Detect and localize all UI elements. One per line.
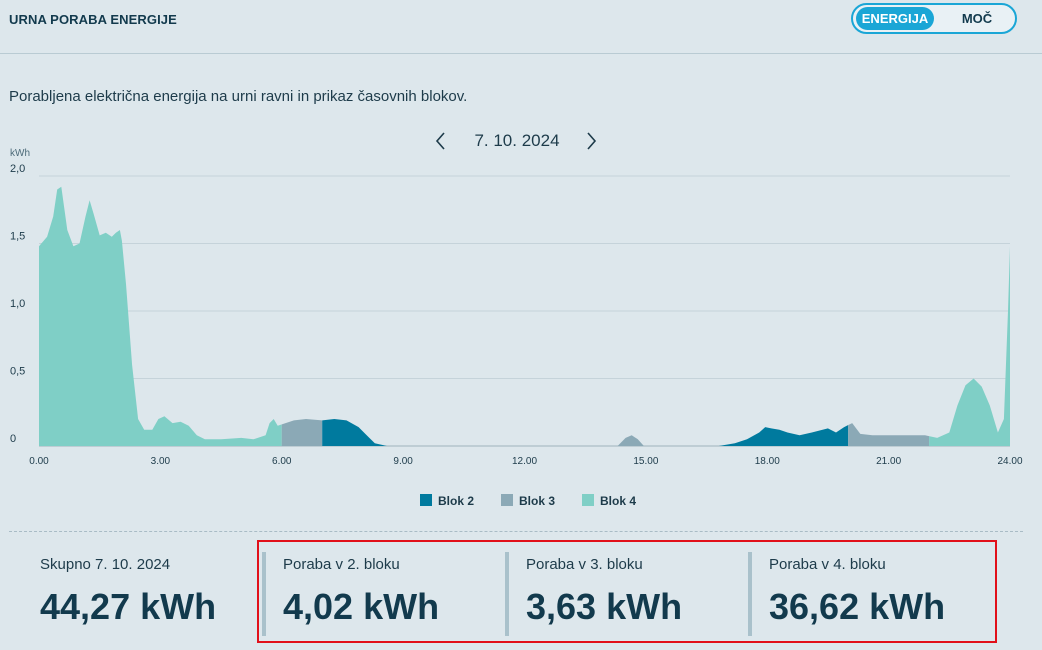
chart-areas — [39, 186, 1010, 446]
y-tick-label: 2,0 — [10, 163, 25, 175]
stat-separator — [505, 552, 509, 636]
chevron-right-icon — [587, 132, 597, 150]
date-navigator: 7. 10. 2024 — [430, 128, 605, 154]
stat-block-2-value: 4,02 kWh — [283, 586, 440, 627]
chart-grid — [39, 175, 1010, 447]
chevron-left-icon — [435, 132, 445, 150]
stat-total-label: Skupno 7. 10. 2024 — [40, 556, 171, 573]
stat-block-4-label: Poraba v 4. bloku — [769, 556, 886, 573]
x-tick-label: 3.00 — [151, 456, 171, 467]
x-tick-label: 24.00 — [997, 456, 1022, 467]
area-segment — [686, 425, 849, 446]
y-tick-label: 0,5 — [10, 366, 25, 378]
toggle-energy[interactable]: ENERGIJA — [856, 7, 934, 30]
header: URNA PORABA ENERGIJE ENERGIJA MOČ — [0, 0, 1042, 54]
page-title: URNA PORABA ENERGIJE — [9, 12, 177, 27]
y-tick-label: 1,5 — [10, 231, 25, 243]
x-tick-label: 18.00 — [755, 456, 780, 467]
y-tick-label: 0 — [10, 433, 16, 445]
y-axis: 0 0,5 1,0 1,5 2,0 — [10, 163, 25, 445]
area-segment — [39, 186, 282, 446]
stat-separator — [262, 552, 266, 636]
energy-power-toggle[interactable]: ENERGIJA MOČ — [851, 3, 1017, 34]
area-segment — [605, 435, 687, 446]
x-axis: 0.00 3.00 6.00 9.00 12.00 15.00 18.00 21.00 24.0… — [29, 456, 1023, 467]
toggle-power[interactable]: MOČ — [961, 11, 993, 26]
x-tick-label: 0.00 — [29, 456, 49, 467]
energy-chart: 0 0,5 1,0 1,5 2,0 0.00 3.00 6.00 9.00 12.00 15.00… — [10, 148, 1023, 508]
area-segment — [929, 246, 1010, 446]
x-tick-label: 9.00 — [393, 456, 413, 467]
stat-block-4-value: 36,62 kWh — [769, 586, 946, 627]
legend-label: Blok 4 — [600, 494, 636, 508]
block-stats-highlight — [257, 540, 997, 643]
legend-swatch — [420, 494, 432, 506]
stat-total-value: 44,27 kWh — [40, 586, 217, 627]
prev-day-button[interactable] — [430, 128, 452, 154]
y-tick-label: 1,0 — [10, 298, 25, 310]
stat-block-3-value: 3,63 kWh — [526, 586, 683, 627]
legend-label: Blok 3 — [519, 494, 555, 508]
current-date: 7. 10. 2024 — [474, 131, 560, 150]
legend-swatch — [501, 494, 513, 506]
legend-swatch — [582, 494, 594, 506]
chart-description: Porabljena električna energija na urni r… — [9, 88, 468, 105]
next-day-button[interactable] — [580, 128, 602, 154]
area-segment — [848, 423, 930, 446]
x-tick-label: 15.00 — [633, 456, 658, 467]
x-tick-label: 12.00 — [512, 456, 537, 467]
area-segment — [322, 419, 606, 446]
stat-block-3-label: Poraba v 3. bloku — [526, 556, 643, 573]
area-segment — [281, 419, 323, 446]
x-tick-label: 21.00 — [876, 456, 901, 467]
x-tick-label: 6.00 — [272, 456, 292, 467]
stat-separator — [748, 552, 752, 636]
y-axis-label: kWh — [10, 148, 30, 159]
divider — [9, 531, 1023, 532]
stat-block-2-label: Poraba v 2. bloku — [283, 556, 400, 573]
chart-legend: Blok 2 Blok 3 Blok 4 — [420, 494, 636, 508]
legend-label: Blok 2 — [438, 494, 474, 508]
